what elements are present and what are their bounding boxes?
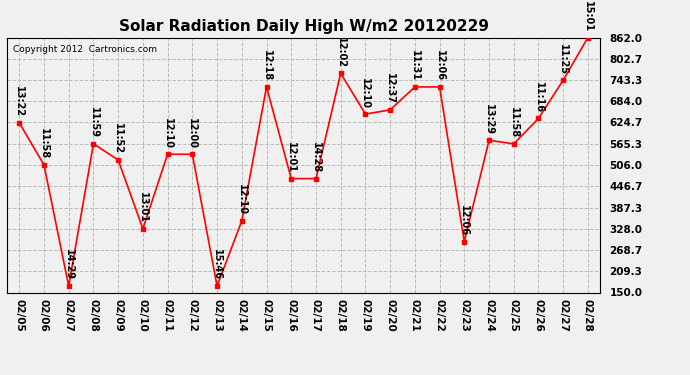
Text: 12:10: 12:10: [360, 78, 371, 109]
Text: 11:52: 11:52: [113, 123, 123, 154]
Text: 12:10: 12:10: [163, 118, 172, 149]
Text: 11:58: 11:58: [509, 107, 519, 138]
Text: 13:01: 13:01: [138, 192, 148, 223]
Text: Copyright 2012  Cartronics.com: Copyright 2012 Cartronics.com: [13, 45, 157, 54]
Text: 13:22: 13:22: [14, 86, 24, 117]
Text: 15:01: 15:01: [583, 1, 593, 32]
Text: 11:58: 11:58: [39, 128, 49, 159]
Text: 11:16: 11:16: [533, 82, 544, 113]
Text: 15:46: 15:46: [212, 249, 222, 280]
Text: 12:06: 12:06: [435, 50, 444, 81]
Text: 12:02: 12:02: [336, 37, 346, 68]
Text: 12:37: 12:37: [385, 73, 395, 104]
Text: 12:06: 12:06: [460, 205, 469, 236]
Text: 11:25: 11:25: [558, 44, 568, 75]
Text: 11:31: 11:31: [410, 50, 420, 81]
Text: 12:10: 12:10: [237, 184, 247, 215]
Text: 12:00: 12:00: [188, 118, 197, 149]
Text: 12:01: 12:01: [286, 142, 296, 173]
Title: Solar Radiation Daily High W/m2 20120229: Solar Radiation Daily High W/m2 20120229: [119, 18, 489, 33]
Text: 11:59: 11:59: [88, 107, 99, 138]
Text: 13:29: 13:29: [484, 104, 494, 135]
Text: 14:28: 14:28: [311, 142, 321, 173]
Text: 12:18: 12:18: [262, 50, 271, 81]
Text: 14:29: 14:29: [63, 249, 74, 280]
